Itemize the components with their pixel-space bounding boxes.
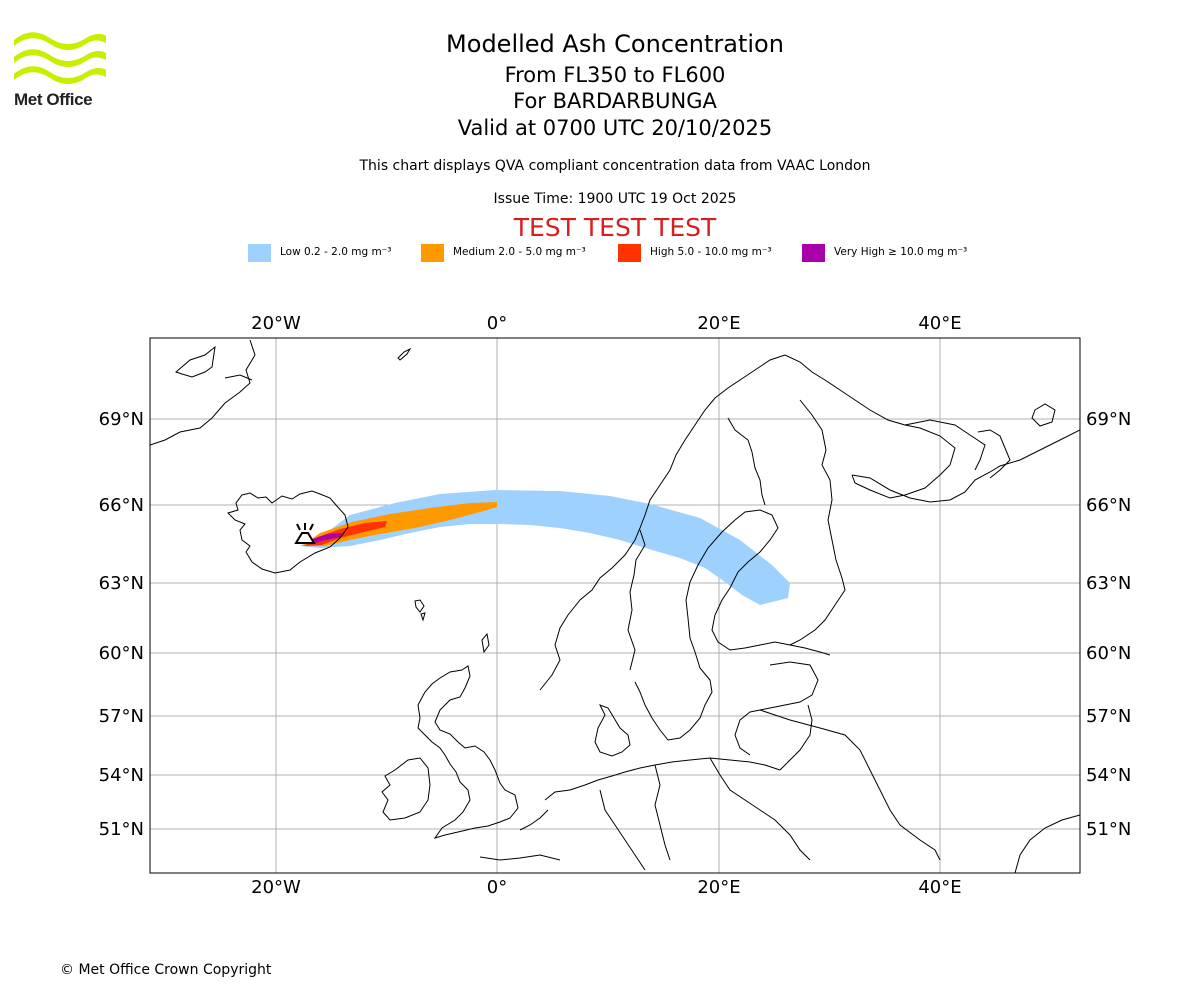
legend-swatch-high bbox=[618, 244, 641, 262]
lat-label-right-63n: 63°N bbox=[1086, 573, 1131, 594]
lat-label-right-66n: 66°N bbox=[1086, 495, 1131, 516]
lat-label-left-63n: 63°N bbox=[99, 573, 144, 594]
met-office-logo: Met Office bbox=[14, 30, 109, 112]
country-borders bbox=[599, 399, 941, 871]
coast-great-britain bbox=[417, 665, 519, 839]
lon-label-top-0: 0° bbox=[487, 313, 507, 334]
test-banner: TEST TEST TEST bbox=[513, 213, 717, 242]
ash-plume bbox=[300, 490, 790, 605]
top-longitude-labels: 20°W 0° 20°E 40°E bbox=[251, 313, 961, 334]
chart-description: This chart displays QVA compliant concen… bbox=[359, 158, 871, 174]
legend-label-high: High 5.0 - 10.0 mg m⁻³ bbox=[650, 246, 772, 258]
ash-low-concentration-area bbox=[300, 490, 790, 605]
lat-label-right-69n: 69°N bbox=[1086, 409, 1131, 430]
lon-label-bottom-40e: 40°E bbox=[918, 877, 961, 898]
met-office-wave-icon bbox=[14, 32, 106, 84]
border-sweden-finland bbox=[727, 417, 766, 506]
met-office-wordmark: Met Office bbox=[14, 90, 93, 109]
legend-label-medium: Medium 2.0 - 5.0 mg m⁻³ bbox=[453, 246, 586, 258]
coast-shetland bbox=[481, 632, 490, 654]
lat-label-right-60n: 60°N bbox=[1086, 643, 1131, 664]
coast-east-europe bbox=[1014, 814, 1080, 873]
lon-label-bottom-20e: 20°E bbox=[697, 877, 740, 898]
coast-denmark bbox=[594, 704, 631, 757]
lat-label-left-60n: 60°N bbox=[99, 643, 144, 664]
copyright-notice: © Met Office Crown Copyright bbox=[60, 962, 272, 978]
lon-label-top-40e: 40°E bbox=[918, 313, 961, 334]
border-east-europe bbox=[599, 704, 941, 871]
coast-baltic-states bbox=[734, 661, 819, 756]
coast-north-europe bbox=[479, 757, 781, 861]
volcano-name: For BARDARBUNGA bbox=[513, 89, 717, 113]
lat-label-left-57n: 57°N bbox=[99, 706, 144, 727]
legend-swatch-low bbox=[248, 244, 271, 262]
bottom-longitude-labels: 20°W 0° 20°E 40°E bbox=[251, 877, 961, 898]
left-latitude-labels: 69°N 66°N 63°N 60°N 57°N 54°N 51°N bbox=[99, 409, 144, 840]
map-frame bbox=[149, 337, 1081, 874]
coast-kola-peninsula bbox=[904, 403, 1056, 479]
coast-gulf-of-bothnia bbox=[711, 509, 831, 656]
valid-time: Valid at 0700 UTC 20/10/2025 bbox=[457, 116, 773, 140]
lat-label-right-54n: 54°N bbox=[1086, 765, 1131, 786]
legend-label-very-high: Very High ≥ 10.0 mg m⁻³ bbox=[834, 246, 968, 258]
lat-label-right-51n: 51°N bbox=[1086, 819, 1131, 840]
legend-swatch-medium bbox=[421, 244, 444, 262]
lat-label-right-57n: 57°N bbox=[1086, 706, 1131, 727]
lat-label-left-51n: 51°N bbox=[99, 819, 144, 840]
issue-time: Issue Time: 1900 UTC 19 Oct 2025 bbox=[493, 191, 737, 207]
lon-label-bottom-0: 0° bbox=[487, 877, 507, 898]
coast-ireland bbox=[381, 757, 431, 821]
coast-greenland bbox=[150, 339, 256, 446]
coast-sweden-east bbox=[634, 519, 736, 741]
lat-label-left-66n: 66°N bbox=[99, 495, 144, 516]
legend-label-low: Low 0.2 - 2.0 mg m⁻³ bbox=[280, 246, 392, 258]
lat-label-left-69n: 69°N bbox=[99, 409, 144, 430]
coast-scandinavia bbox=[539, 354, 1080, 691]
chart-title: Modelled Ash Concentration bbox=[446, 30, 784, 58]
coastlines bbox=[150, 339, 1080, 873]
border-finland-russia bbox=[789, 399, 846, 646]
lon-label-bottom-20w: 20°W bbox=[251, 877, 301, 898]
volcano-icon bbox=[294, 523, 316, 544]
coast-faroe bbox=[414, 599, 426, 622]
coast-iceland bbox=[227, 490, 349, 574]
lat-label-left-54n: 54°N bbox=[99, 765, 144, 786]
flight-level-range: From FL350 to FL600 bbox=[504, 63, 726, 87]
lon-label-top-20w: 20°W bbox=[251, 313, 301, 334]
coast-jan-mayen bbox=[397, 347, 412, 361]
right-latitude-labels: 69°N 66°N 63°N 60°N 57°N 54°N 51°N bbox=[1086, 409, 1131, 840]
legend-swatch-very-high bbox=[802, 244, 825, 262]
graticule bbox=[150, 338, 1080, 873]
border-norway-sweden bbox=[627, 529, 646, 671]
ash-very-high-concentration-area bbox=[305, 533, 342, 543]
lon-label-top-20e: 20°E bbox=[697, 313, 740, 334]
